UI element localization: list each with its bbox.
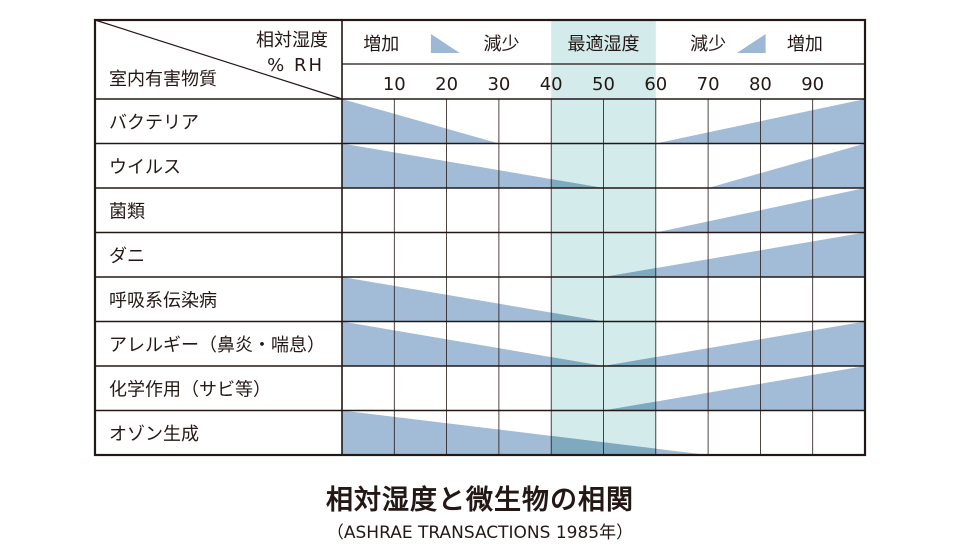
decrease-label-right: 減少 xyxy=(690,34,726,55)
decrease-overlap xyxy=(551,312,604,322)
column-unit-label: % RH xyxy=(267,55,324,76)
x-tick-label: 20 xyxy=(435,74,458,95)
row-label: アレルギー（鼻炎・喘息） xyxy=(109,335,325,356)
decrease-legend-wedge xyxy=(430,34,460,53)
x-tick-label: 10 xyxy=(383,74,406,95)
increase-overlap xyxy=(603,357,656,366)
row-label: ウイルス xyxy=(109,157,181,178)
decrease-overlap xyxy=(551,179,604,188)
increase-wedge xyxy=(603,321,865,366)
chart-subtitle: （ASHRAE TRANSACTIONS 1985年） xyxy=(326,523,634,543)
table-border xyxy=(93,18,867,457)
increase-wedge xyxy=(603,232,865,277)
decrease-label-left: 減少 xyxy=(484,34,520,55)
x-tick-label: 80 xyxy=(749,74,772,95)
column-axis-label: 相対湿度 xyxy=(256,30,328,51)
increase-legend-wedge xyxy=(736,34,766,53)
x-tick-label: 40 xyxy=(540,74,563,95)
decrease-overlap xyxy=(551,357,604,366)
row-label: オゾン生成 xyxy=(109,424,199,445)
x-tick-label: 60 xyxy=(644,74,667,95)
row-label: 呼吸系伝染病 xyxy=(109,290,217,311)
x-tick-label: 70 xyxy=(697,74,720,95)
x-tick-label: 50 xyxy=(592,74,615,95)
optimal-label: 最適湿度 xyxy=(568,34,640,55)
increase-overlap xyxy=(603,401,656,411)
increase-label-right: 増加 xyxy=(787,34,823,55)
row-label: バクテリア xyxy=(109,112,199,133)
row-label: 菌類 xyxy=(109,201,145,222)
x-tick-label: 30 xyxy=(487,74,510,95)
row-label: ダニ xyxy=(109,246,145,267)
decrease-wedge xyxy=(342,99,499,144)
increase-wedge xyxy=(603,366,865,411)
chart-title: 相対湿度と微生物の相関 xyxy=(326,485,634,516)
decrease-wedge xyxy=(342,277,604,322)
increase-label-left: 増加 xyxy=(363,34,399,55)
increase-wedge xyxy=(708,143,865,188)
increase-overlap xyxy=(603,268,656,277)
decrease-wedge xyxy=(342,143,604,188)
corner-diagonal xyxy=(94,19,343,100)
x-tick-label: 90 xyxy=(801,74,824,95)
row-axis-label: 室内有害物質 xyxy=(109,69,217,90)
row-label: 化学作用（サビ等） xyxy=(109,379,271,400)
decrease-wedge xyxy=(342,321,604,366)
